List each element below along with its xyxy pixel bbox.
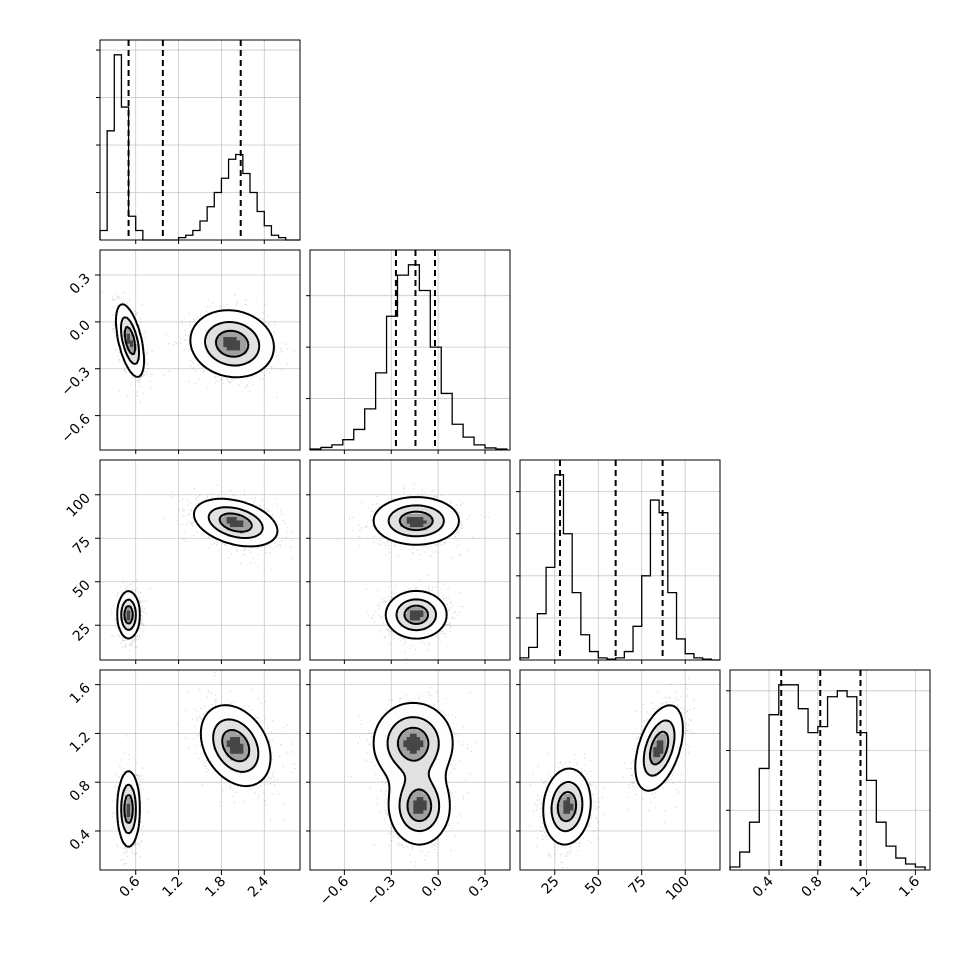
x-tick-label: 0.3 bbox=[466, 874, 493, 901]
y-tick-label: −0.6 bbox=[58, 411, 93, 446]
contour-level-2 bbox=[123, 728, 251, 825]
x-tick-label: 0.8 bbox=[799, 874, 826, 901]
contour-level-0 bbox=[116, 497, 279, 640]
contour-level-1 bbox=[120, 506, 264, 631]
panel-content bbox=[347, 686, 477, 868]
histogram-0 bbox=[99, 54, 300, 241]
panel-frame bbox=[309, 459, 511, 661]
contour-level-1 bbox=[386, 716, 441, 833]
x-tick-label: −0.6 bbox=[317, 873, 352, 908]
contour-level-0 bbox=[372, 496, 460, 640]
histogram-panel-0 bbox=[96, 39, 301, 241]
panel-content bbox=[111, 672, 296, 865]
x-tick-label: 0.0 bbox=[419, 874, 446, 901]
histogram-2 bbox=[519, 474, 720, 661]
x-tick-label: 0.4 bbox=[750, 873, 777, 900]
x-tick-label: 100 bbox=[663, 874, 693, 904]
contour-level-1 bbox=[120, 718, 260, 835]
y-tick-label: 0.3 bbox=[67, 271, 94, 298]
x-tick-label: 25 bbox=[539, 874, 563, 898]
x-tick-label: 0.6 bbox=[116, 873, 143, 900]
panel-content bbox=[110, 484, 294, 652]
x-tick-label: −0.3 bbox=[364, 874, 399, 909]
x-tick-label: 50 bbox=[582, 874, 606, 898]
scatter-panel-0-1 bbox=[99, 249, 301, 451]
panel-frame bbox=[99, 249, 301, 451]
contour-level-0 bbox=[372, 701, 454, 846]
y-tick-label: 50 bbox=[70, 577, 94, 601]
histogram-panel-1 bbox=[306, 249, 511, 451]
scatter-panel-1-3 bbox=[309, 669, 511, 871]
x-tick-label: 75 bbox=[626, 874, 650, 898]
contour-level-1 bbox=[550, 719, 676, 833]
y-tick-label: −0.3 bbox=[58, 364, 93, 399]
scatter-panel-0-3 bbox=[99, 669, 301, 871]
x-tick-label: 2.4 bbox=[245, 873, 272, 900]
panel-frame bbox=[519, 459, 721, 661]
x-tick-label: 1.2 bbox=[159, 874, 186, 901]
y-tick-label: 0.0 bbox=[67, 317, 94, 344]
panel-frame bbox=[309, 669, 511, 871]
contour-level-0 bbox=[542, 704, 684, 846]
y-tick-label: 1.2 bbox=[67, 729, 94, 756]
contour-level-0 bbox=[114, 303, 275, 379]
y-tick-label: 25 bbox=[70, 621, 94, 645]
scatter-panel-2-3 bbox=[519, 669, 721, 871]
panel-frame bbox=[729, 669, 931, 871]
panel-frame bbox=[309, 249, 511, 451]
y-tick-label: 0.8 bbox=[67, 778, 94, 805]
contour-level-2 bbox=[556, 730, 670, 823]
contour-level-2 bbox=[396, 726, 433, 823]
scatter-panel-0-2 bbox=[99, 459, 301, 661]
contour-level-1 bbox=[387, 504, 445, 632]
contour-level-2 bbox=[123, 325, 250, 358]
y-tick-label: 1.6 bbox=[67, 680, 94, 707]
contour-level-2 bbox=[123, 512, 253, 625]
contour-level-1 bbox=[120, 316, 261, 367]
contour-level-0 bbox=[116, 704, 272, 848]
y-tick-label: 100 bbox=[64, 490, 94, 520]
x-tick-label: 1.6 bbox=[896, 873, 923, 900]
x-tick-label: 1.8 bbox=[202, 874, 229, 901]
histogram-3 bbox=[729, 684, 926, 870]
panel-frame bbox=[519, 669, 721, 871]
y-tick-label: 75 bbox=[70, 534, 94, 558]
panel-content bbox=[337, 483, 489, 660]
panel-frame bbox=[99, 459, 301, 661]
histogram-panel-3 bbox=[726, 669, 931, 871]
scatter-panel-1-2 bbox=[309, 459, 511, 661]
y-tick-label: 0.4 bbox=[67, 826, 94, 853]
panel-content bbox=[528, 677, 695, 869]
panel-frame bbox=[99, 669, 301, 871]
panel-content bbox=[101, 291, 295, 403]
contour-level-2 bbox=[398, 510, 434, 626]
x-tick-label: 1.2 bbox=[847, 874, 874, 901]
panel-frame bbox=[99, 39, 301, 241]
histogram-1 bbox=[309, 264, 508, 450]
histogram-panel-2 bbox=[516, 459, 721, 661]
sample-points bbox=[111, 672, 296, 865]
